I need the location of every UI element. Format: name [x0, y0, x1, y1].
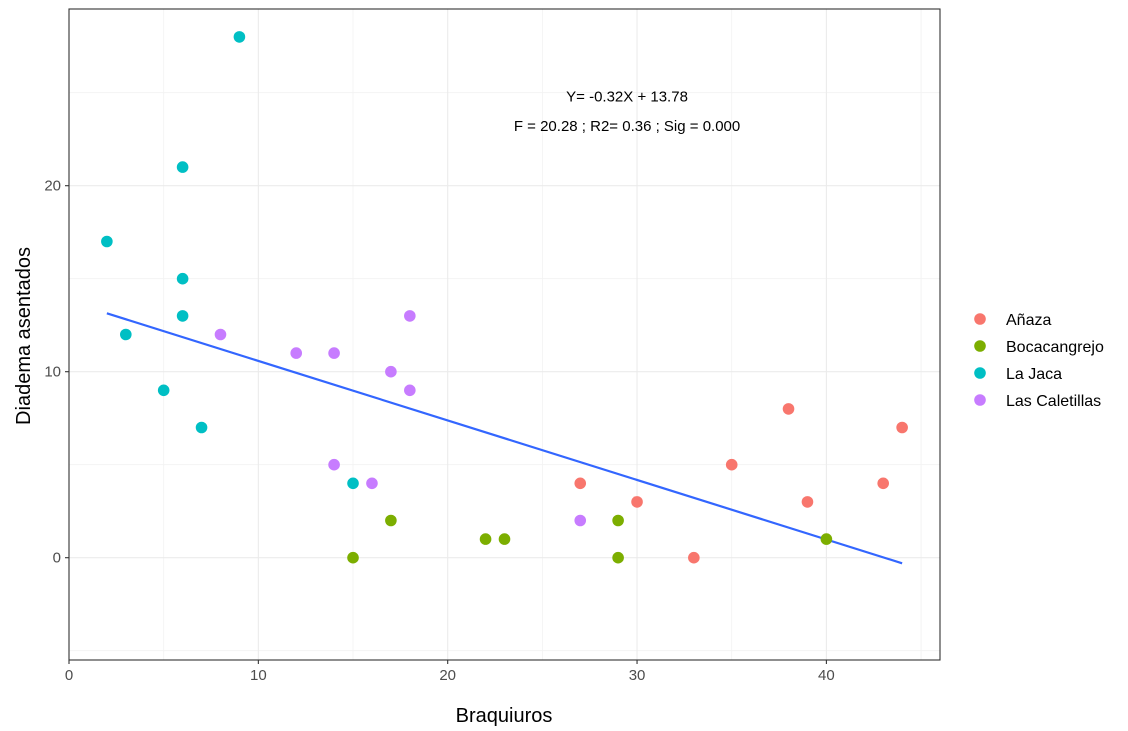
axes: 0 10 20 30 40 0 10 20 [44, 178, 834, 684]
point-bocacangrejo [347, 551, 359, 564]
point-la-jaca [120, 328, 132, 341]
point-bocacangrejo [385, 514, 397, 527]
legend-key-anaza [974, 313, 986, 325]
y-axis-title: Diadema asentados [13, 247, 35, 425]
x-tick-label: 20 [439, 667, 456, 684]
data-points [101, 31, 908, 564]
point-la-jaca [157, 384, 170, 397]
x-tick-label: 40 [818, 667, 835, 684]
point-la-jaca [176, 272, 189, 285]
legend-label-la-jaca: La Jaca [1006, 366, 1062, 383]
point-las-caletillas [366, 477, 378, 490]
point-las-caletillas [385, 365, 397, 378]
annotations: Y= -0.32X + 13.78 F = 20.28 ; R2= 0.36 ; … [514, 88, 740, 135]
point-anaza [725, 458, 738, 471]
legend: Añaza Bocacangrejo La Jaca Las Caletillas [974, 312, 1104, 410]
x-axis-title: Braquiuros [456, 705, 553, 727]
point-las-caletillas [404, 384, 416, 397]
point-bocacangrejo [612, 514, 624, 527]
point-la-jaca [101, 235, 113, 248]
y-tick-label: 0 [53, 550, 61, 567]
point-anaza [631, 496, 643, 508]
y-tick-label: 20 [44, 178, 61, 195]
point-la-jaca [233, 31, 246, 43]
point-anaza [688, 551, 700, 564]
y-tick-label: 10 [44, 364, 61, 381]
x-tick-label: 30 [629, 667, 646, 684]
point-las-caletillas [328, 458, 340, 471]
panel-border [68, 8, 941, 661]
point-las-caletillas [214, 328, 227, 341]
legend-key-las-caletillas [974, 394, 986, 406]
point-las-caletillas [574, 514, 587, 527]
point-las-caletillas [328, 347, 340, 359]
point-la-jaca [195, 421, 208, 434]
point-anaza [896, 421, 908, 434]
point-anaza [574, 477, 587, 490]
point-bocacangrejo [612, 551, 624, 564]
point-bocacangrejo [498, 533, 511, 545]
regression-line [106, 312, 903, 565]
annotation-text: Y= -0.32X + 13.78 [566, 88, 688, 105]
point-bocacangrejo [820, 533, 833, 545]
point-bocacangrejo [479, 533, 492, 545]
x-tick-label: 10 [250, 667, 267, 684]
point-la-jaca [347, 477, 359, 490]
point-la-jaca [176, 310, 189, 322]
point-las-caletillas [290, 347, 303, 359]
point-la-jaca [176, 161, 189, 173]
point-las-caletillas [404, 310, 416, 322]
x-tick-label: 0 [65, 667, 73, 684]
legend-label-anaza: Añaza [1006, 312, 1051, 329]
annotation-text: F = 20.28 ; R2= 0.36 ; Sig = 0.000 [514, 118, 740, 135]
point-anaza [877, 477, 889, 490]
legend-label-bocacangrejo: Bocacangrejo [1006, 339, 1104, 356]
regression-line-group [106, 312, 903, 565]
point-anaza [801, 496, 814, 508]
legend-key-la-jaca [974, 367, 986, 379]
grid [68, 9, 940, 660]
point-anaza [782, 403, 795, 415]
legend-key-bocacangrejo [974, 340, 986, 352]
legend-label-las-caletillas: Las Caletillas [1006, 393, 1101, 410]
